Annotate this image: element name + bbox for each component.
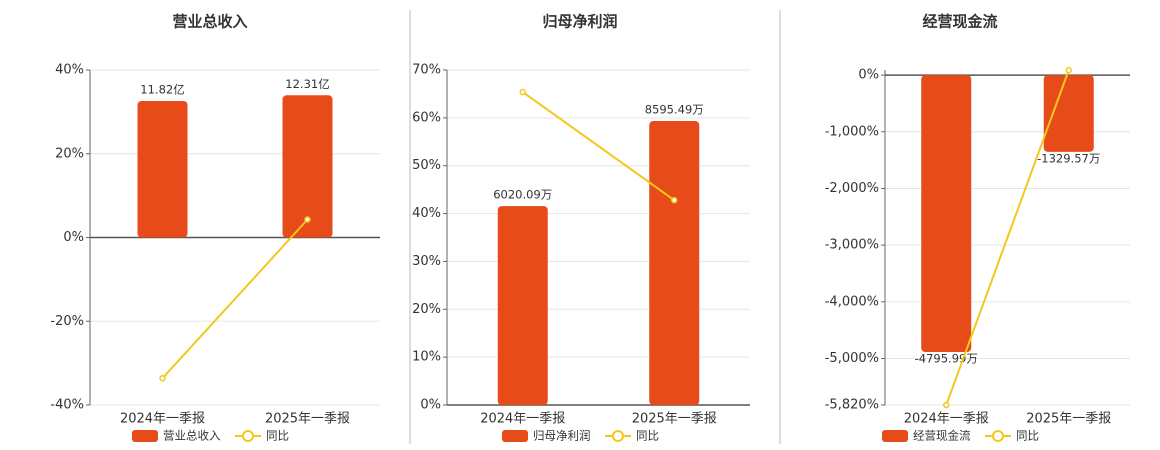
- line-point: [1065, 66, 1072, 74]
- legend-label: 营业总收入: [163, 429, 221, 443]
- y-tick-label: 20%: [412, 302, 441, 317]
- y-tick-label: 0%: [858, 68, 879, 83]
- y-tick-label: 30%: [412, 254, 441, 269]
- legend-swatch: [612, 430, 624, 442]
- y-tick-label: 70%: [412, 63, 441, 78]
- x-tick-label: 2025年一季报: [265, 412, 350, 427]
- y-tick-label: 0%: [420, 398, 441, 413]
- y-tick-label: -1,000%: [825, 124, 879, 139]
- value-label: 11.82亿: [140, 82, 184, 96]
- legend-label: 归母净利润: [533, 429, 591, 443]
- legend-label: 同比: [636, 429, 659, 443]
- x-tick-label: 2025年一季报: [1026, 412, 1111, 427]
- line-point: [671, 196, 678, 204]
- legend-swatch: [132, 430, 158, 442]
- line-point: [159, 374, 166, 382]
- y-tick-label: 40%: [55, 63, 84, 78]
- legend-label: 同比: [266, 429, 289, 443]
- y-tick-label: -5,000%: [825, 351, 879, 366]
- line-point: [519, 88, 526, 96]
- value-label: 8595.49万: [645, 103, 704, 117]
- chart-title: 营业总收入: [172, 13, 247, 31]
- x-tick-label: 2024年一季报: [904, 412, 989, 427]
- bar: [921, 75, 972, 352]
- legend-swatch: [242, 430, 254, 442]
- value-label: 6020.09万: [493, 188, 552, 202]
- y-tick-label: -3,000%: [825, 238, 879, 253]
- y-tick-label: -4,000%: [825, 294, 879, 309]
- value-label: 12.31亿: [285, 77, 329, 91]
- line-point: [943, 401, 950, 409]
- bar: [1043, 75, 1094, 152]
- bar: [282, 95, 333, 238]
- y-tick-label: 10%: [412, 350, 441, 365]
- value-label: -4795.99万: [915, 351, 978, 365]
- legend-swatch: [882, 430, 908, 442]
- y-tick-label: 40%: [412, 206, 441, 221]
- y-tick-label: 20%: [55, 146, 84, 161]
- chart-title: 经营现金流: [922, 13, 997, 31]
- chart-title: 归母净利润: [542, 13, 617, 31]
- x-tick-label: 2024年一季报: [120, 412, 205, 427]
- y-tick-label: 60%: [412, 110, 441, 125]
- y-tick-label: -2,000%: [825, 181, 879, 196]
- y-tick-label: -20%: [50, 314, 84, 329]
- line: [522, 91, 675, 201]
- x-tick-label: 2025年一季报: [632, 412, 717, 427]
- legend-label: 同比: [1016, 429, 1039, 443]
- bar: [649, 121, 700, 406]
- line: [161, 218, 309, 379]
- line-point: [304, 216, 311, 223]
- value-label: -1329.57万: [1037, 151, 1100, 165]
- bar: [137, 100, 188, 238]
- legend-label: 经营现金流: [913, 429, 971, 443]
- y-tick-label: 0%: [63, 230, 84, 245]
- x-tick-label: 2024年一季报: [480, 412, 565, 427]
- y-tick-label: -40%: [50, 398, 84, 413]
- y-tick-label: -5,820%: [825, 398, 879, 413]
- line: [945, 69, 1070, 406]
- legend-swatch: [502, 430, 528, 442]
- y-tick-label: 50%: [412, 158, 441, 173]
- bar: [497, 206, 548, 405]
- legend-swatch: [992, 430, 1004, 442]
